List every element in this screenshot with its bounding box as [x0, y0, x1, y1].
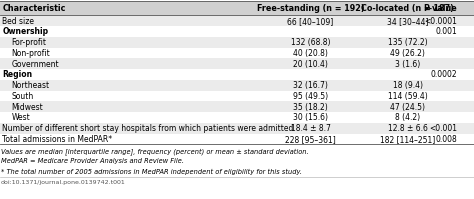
- Text: Characteristic: Characteristic: [2, 4, 66, 13]
- Bar: [0, 1, 474, 15]
- Text: Co-located (n = 187): Co-located (n = 187): [361, 4, 454, 13]
- Text: P-value: P-value: [424, 4, 457, 13]
- Text: 30 (15.6): 30 (15.6): [293, 113, 328, 122]
- Text: Midwest: Midwest: [11, 103, 43, 112]
- Text: Number of different short stay hospitals from which patients were admitted: Number of different short stay hospitals…: [2, 124, 294, 133]
- Text: Region: Region: [2, 70, 33, 79]
- Text: 34 [30–44]: 34 [30–44]: [387, 17, 428, 26]
- Text: doi:10.1371/journal.pone.0139742.t001: doi:10.1371/journal.pone.0139742.t001: [1, 180, 126, 185]
- Text: 135 (72.2): 135 (72.2): [388, 38, 428, 47]
- Text: Total admissions in MedPAR*: Total admissions in MedPAR*: [2, 135, 112, 144]
- Text: 0.008: 0.008: [436, 135, 457, 144]
- Text: Ownership: Ownership: [2, 27, 48, 36]
- Text: 66 [40–109]: 66 [40–109]: [287, 17, 334, 26]
- Text: 40 (20.8): 40 (20.8): [293, 49, 328, 58]
- Bar: [0, 80, 474, 91]
- Bar: [0, 123, 474, 134]
- Bar: [0, 26, 474, 37]
- Text: Non-profit: Non-profit: [11, 49, 50, 58]
- Text: 114 (59.4): 114 (59.4): [388, 92, 428, 101]
- Text: Bed size: Bed size: [2, 17, 35, 26]
- Text: 228 [95–361]: 228 [95–361]: [285, 135, 336, 144]
- Text: 0.0002: 0.0002: [431, 70, 457, 79]
- Text: * The total number of 2005 admissions in MedPAR independent of eligibility for t: * The total number of 2005 admissions in…: [1, 169, 302, 175]
- Text: 182 [114–251]: 182 [114–251]: [380, 135, 435, 144]
- Text: 8 (4.2): 8 (4.2): [395, 113, 420, 122]
- Bar: [0, 134, 474, 144]
- Text: MedPAR = Medicare Provider Analysis and Review File.: MedPAR = Medicare Provider Analysis and …: [1, 158, 184, 164]
- Text: Values are median [interquartile range], frequency (percent) or mean ± standard : Values are median [interquartile range],…: [1, 148, 309, 155]
- Text: 49 (26.2): 49 (26.2): [390, 49, 425, 58]
- Bar: [0, 91, 474, 101]
- Text: 95 (49.5): 95 (49.5): [293, 92, 328, 101]
- Bar: [0, 37, 474, 48]
- Text: 12.8 ± 6.6: 12.8 ± 6.6: [388, 124, 428, 133]
- Text: 3 (1.6): 3 (1.6): [395, 60, 420, 69]
- Text: West: West: [11, 113, 30, 122]
- Text: 32 (16.7): 32 (16.7): [293, 81, 328, 90]
- Text: South: South: [11, 92, 34, 101]
- Text: Northeast: Northeast: [11, 81, 49, 90]
- Bar: [0, 69, 474, 80]
- Bar: [0, 58, 474, 69]
- Text: <0.001: <0.001: [429, 124, 457, 133]
- Text: For-profit: For-profit: [11, 38, 46, 47]
- Text: 132 (68.8): 132 (68.8): [291, 38, 330, 47]
- Text: <0.0001: <0.0001: [425, 17, 457, 26]
- Bar: [0, 48, 474, 58]
- Text: 18 (9.4): 18 (9.4): [392, 81, 423, 90]
- Text: 18.4 ± 8.7: 18.4 ± 8.7: [291, 124, 330, 133]
- Text: 20 (10.4): 20 (10.4): [293, 60, 328, 69]
- Text: 0.001: 0.001: [436, 27, 457, 36]
- Bar: [0, 112, 474, 123]
- Text: Free-standing (n = 192): Free-standing (n = 192): [256, 4, 365, 13]
- Bar: [0, 15, 474, 26]
- Text: 35 (18.2): 35 (18.2): [293, 103, 328, 112]
- Text: 47 (24.5): 47 (24.5): [390, 103, 425, 112]
- Text: Government: Government: [11, 60, 59, 69]
- Bar: [0, 101, 474, 112]
